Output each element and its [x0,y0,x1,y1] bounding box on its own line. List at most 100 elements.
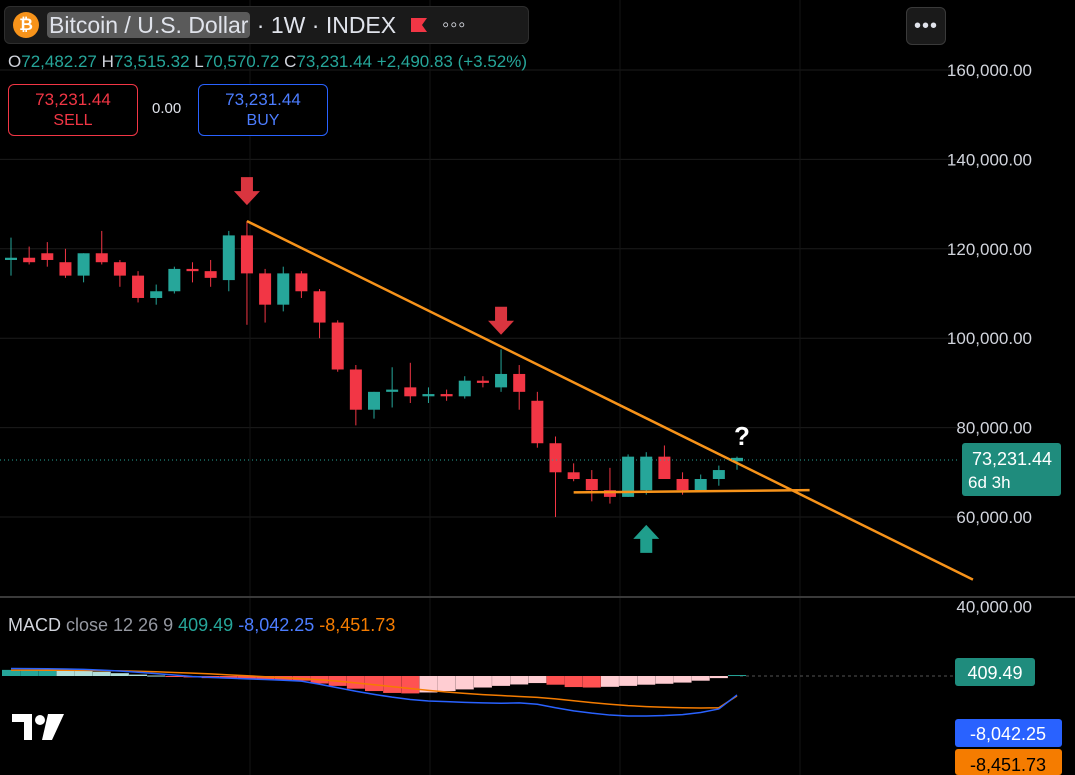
candle [603,467,616,504]
candle-body [712,470,725,480]
current-price-label: 73,231.44 [972,449,1052,469]
candle-body [422,394,435,397]
candle-body [77,253,90,276]
candle [368,391,380,419]
buy-label: BUY [246,112,280,129]
macd-histogram-bar [673,676,692,683]
candle [295,271,308,298]
candle-body [313,291,326,323]
candle-body [404,387,417,397]
macd-params: close 12 26 9 [66,615,174,635]
sell-label: SELL [53,112,93,129]
macd-histogram-bar [709,676,728,679]
candle-body [277,273,290,305]
candle [23,246,36,265]
down-arrow-icon[interactable] [488,306,515,335]
price-tick-label: 120,000.00 [947,240,1032,259]
candle-body [259,273,272,305]
macd-histogram-bar [655,676,674,684]
candle [567,463,580,482]
more-options-button[interactable]: ••• [906,7,946,45]
macd-name: MACD [8,615,61,635]
high-value: 73,515.32 [113,52,190,71]
candle-body [331,322,344,370]
candle [404,362,417,404]
symbol-name[interactable]: Bitcoin / U.S. Dollar [47,11,251,38]
close-label: C [284,52,297,71]
candle [549,436,562,517]
candle-body [132,275,145,298]
macd-histogram-bar [110,673,129,676]
candle-body [349,369,362,410]
price-axis[interactable]: 160,000.00 140,000.00 120,000.00 100,000.00… [947,61,1032,616]
symbol-title[interactable]: Bitcoin / U.S. Dollar · 1W · INDEX [47,11,397,38]
candle-body [640,456,653,491]
macd-histogram-bar [147,675,166,677]
macd-histogram-bar [637,676,656,685]
trendline[interactable] [573,488,810,494]
macd-histogram-bar [2,669,20,676]
candle [386,367,399,408]
candle-body [549,443,562,473]
macd-histogram-bar [492,676,511,686]
more-dots-icon[interactable]: ◦◦◦ [442,13,467,36]
candle [349,365,362,426]
price-tick-label: 80,000.00 [956,419,1032,438]
price-tick-label: 60,000.00 [956,508,1032,527]
macd-pane [2,667,960,717]
tradingview-logo-icon[interactable] [12,712,66,742]
more-dots-icon: ••• [913,14,938,37]
open-value: 72,482.27 [21,52,97,71]
candle-body [295,273,308,292]
macd-histogram-bar [129,674,148,676]
candle-body [5,257,17,260]
down-arrow-icon[interactable] [233,177,260,206]
price-tick-label: 40,000.00 [956,597,1032,616]
macd-histogram-bar [92,671,111,676]
trendline[interactable] [246,219,974,581]
macd-histogram-bar [691,676,710,681]
candle [168,266,181,294]
high-label: H [101,52,114,71]
change-value: +2,490.83 (+3.52%) [376,52,528,71]
flag-icon[interactable] [410,17,428,33]
candle [77,253,90,283]
macd-histogram-bar [256,676,275,680]
candle [240,221,253,325]
symbol-header[interactable]: ₿ Bitcoin / U.S. Dollar · 1W · INDEX ◦◦◦ [4,6,529,44]
price-tick-label: 140,000.00 [947,150,1032,169]
low-value: 70,570.72 [203,52,280,71]
macd-histogram-bar [437,676,456,692]
macd-histogram-bar [619,676,638,686]
interval-label[interactable]: 1W [270,11,306,38]
bar-countdown: 6d 3h [968,473,1011,492]
drawings [233,177,974,581]
macd-histogram-bar [455,676,474,690]
macd-histogram-bar [20,669,39,676]
sell-button[interactable]: 73,231.44 SELL [8,84,138,136]
candle [331,320,344,372]
buy-button[interactable]: 73,231.44 BUY [198,84,328,136]
candle [694,474,707,493]
macd-legend[interactable]: MACD close 12 26 9 409.49 -8,042.25 -8,4… [8,615,395,636]
macd-histogram-tag-label: 409.49 [967,663,1022,683]
macd-histogram-bar [510,676,529,685]
candle [150,284,163,305]
macd-histogram-bar [564,676,583,688]
candle-body [440,394,453,397]
macd-histogram-bar [401,676,420,694]
candle [531,391,544,448]
current-price-tag [962,443,1061,496]
candle [95,230,108,265]
candle-body [41,253,54,260]
spread-value: 0.00 [152,100,182,117]
macd-histogram-bar [383,676,402,693]
up-arrow-icon[interactable] [633,524,660,553]
macd-histogram-bar [74,670,93,676]
candle [712,465,725,486]
exchange-label: INDEX [325,11,397,38]
macd-signal-value: -8,451.73 [319,615,396,635]
macd-histogram-bar [600,676,619,687]
candle [658,445,671,480]
